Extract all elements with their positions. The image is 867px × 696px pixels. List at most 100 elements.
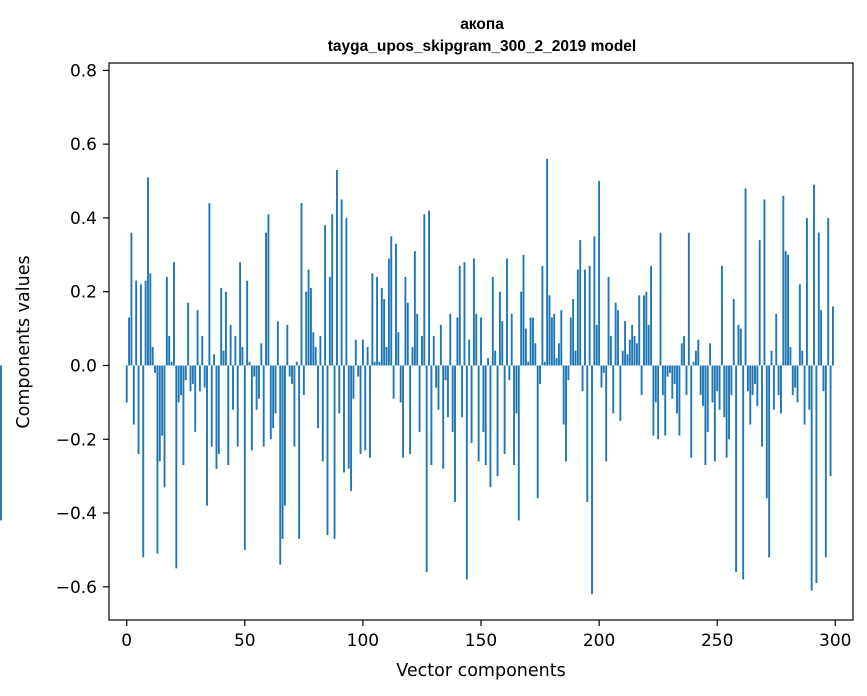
bar-49 <box>241 347 244 366</box>
bar-246 <box>706 365 709 432</box>
bar-285 <box>798 284 801 366</box>
bar-63 <box>274 365 277 414</box>
bar-192 <box>579 240 582 366</box>
bar-197 <box>591 365 593 595</box>
x-tick-label: 250 <box>701 631 733 651</box>
bar-274 <box>772 365 775 410</box>
bar-117 <box>402 365 404 458</box>
bar-159 <box>501 321 504 366</box>
bar-200 <box>598 181 601 366</box>
bar-51 <box>246 280 249 366</box>
bar-229 <box>666 365 669 377</box>
bar-178 <box>546 158 549 366</box>
y-tick-label: 0.2 <box>70 283 97 303</box>
bar-130 <box>432 335 435 366</box>
bar-245 <box>704 365 707 466</box>
bar-131 <box>435 365 438 388</box>
bar-101 <box>364 365 367 451</box>
x-tick-label: 50 <box>234 631 256 651</box>
bar-33 <box>203 365 206 388</box>
bar-113 <box>392 365 395 399</box>
bar-167 <box>520 291 523 366</box>
bar-286 <box>801 350 804 366</box>
bar-172 <box>532 317 534 366</box>
bar-92 <box>343 365 345 473</box>
bar-143 <box>463 262 466 366</box>
bar-198 <box>593 236 596 366</box>
bar-249 <box>713 365 716 462</box>
bar-103 <box>369 365 371 458</box>
bar-181 <box>553 313 556 366</box>
bar-278 <box>782 195 785 366</box>
bar-108 <box>380 288 383 366</box>
bar-173 <box>534 343 537 366</box>
bar-111 <box>387 258 390 366</box>
bar-123 <box>416 313 419 366</box>
bar-132 <box>437 365 440 410</box>
bar-53 <box>250 365 253 451</box>
bar-240 <box>692 361 695 366</box>
chart-subtitle: tayga_upos_skipgram_300_2_2019 model <box>328 38 636 55</box>
bar-141 <box>458 265 461 366</box>
bar-170 <box>527 361 530 366</box>
bar-38 <box>215 365 218 469</box>
bar-36 <box>210 365 213 447</box>
bar-128 <box>428 210 430 366</box>
bar-164 <box>513 365 516 466</box>
bar-230 <box>669 365 671 373</box>
bar-149 <box>477 365 480 462</box>
bar-190 <box>574 350 577 366</box>
bar-161 <box>506 258 508 366</box>
bar-262 <box>744 188 747 366</box>
bar-15 <box>161 365 164 436</box>
bar-174 <box>536 365 539 499</box>
bar-216 <box>635 343 638 366</box>
bar-73 <box>298 365 301 539</box>
bar-272 <box>768 365 771 558</box>
bar-271 <box>765 365 768 499</box>
bar-185 <box>562 365 565 425</box>
bar-276 <box>777 365 780 395</box>
bar-266 <box>754 365 756 384</box>
bar-127 <box>425 365 428 573</box>
bar-208 <box>617 310 619 366</box>
bar-209 <box>619 365 622 421</box>
bar-155 <box>491 276 494 366</box>
bar-60 <box>267 214 270 366</box>
bar-34 <box>206 365 208 506</box>
bar-236 <box>683 335 686 366</box>
bar-292 <box>815 365 818 584</box>
bar-237 <box>685 365 688 395</box>
bar-223 <box>652 365 655 436</box>
bar-268 <box>758 240 761 366</box>
bar-227 <box>661 365 664 395</box>
plot-frame <box>108 62 854 621</box>
bar-175 <box>539 365 541 384</box>
bar-109 <box>383 299 386 366</box>
bar-137 <box>449 313 452 366</box>
bar-110 <box>385 347 388 366</box>
bar-43 <box>227 365 230 466</box>
bar-298 <box>829 365 832 477</box>
bar-224 <box>654 365 657 403</box>
bar-80 <box>314 347 317 366</box>
bar-79 <box>312 332 315 366</box>
bar-239 <box>690 365 693 458</box>
bar-207 <box>614 302 617 366</box>
bar-260 <box>739 328 742 366</box>
bar-151 <box>482 365 485 432</box>
bar-74 <box>300 203 303 366</box>
bar-133 <box>439 324 442 366</box>
bar-54 <box>253 365 256 377</box>
bar-77 <box>307 269 310 366</box>
bar-284 <box>796 365 799 403</box>
bar-211 <box>624 321 627 366</box>
bar-259 <box>737 324 740 366</box>
bar-25 <box>184 365 187 381</box>
x-tick-label: 300 <box>819 631 851 651</box>
bar-177 <box>543 361 546 366</box>
bar-275 <box>775 313 778 366</box>
bar-83 <box>321 365 324 462</box>
bar-28 <box>191 365 194 384</box>
bar-67 <box>284 365 286 506</box>
